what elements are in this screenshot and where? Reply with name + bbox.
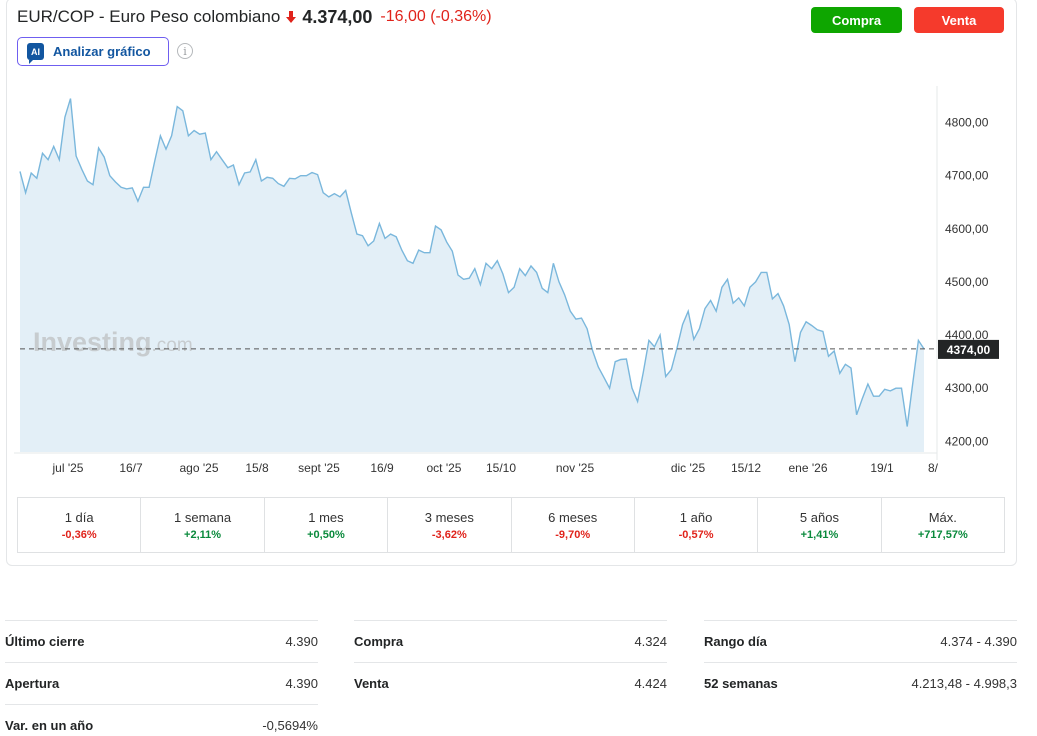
- x-tick-label: sept '25: [298, 461, 340, 475]
- x-tick-label: ago '25: [180, 461, 219, 475]
- stats-col-3: Rango día 4.374 - 4.390 52 semanas 4.213,48…: [704, 620, 1017, 704]
- y-tick-label: 4800,00: [945, 116, 989, 130]
- instrument-header: EUR/COP - Euro Peso colombiano 4.374,00 …: [17, 6, 492, 28]
- period-tab[interactable]: 5 años +1,41%: [758, 498, 882, 552]
- period-tab[interactable]: 1 mes +0,50%: [265, 498, 389, 552]
- period-change: -3,62%: [431, 528, 467, 541]
- stat-label: Compra: [354, 634, 404, 649]
- analyze-chart-label: Analizar gráfico: [53, 44, 151, 59]
- stat-row: Venta 4.424: [354, 662, 667, 704]
- price-chart[interactable]: 4800,00 4700,00 4600,00 4500,00 4400,00 4300,…: [0, 0, 1037, 480]
- y-tick-label: 4300,00: [945, 381, 989, 395]
- period-label: 5 años: [799, 509, 839, 525]
- period-tab[interactable]: 3 meses -3,62%: [388, 498, 512, 552]
- stat-label: Venta: [354, 676, 389, 691]
- watermark-brand: Investing: [33, 327, 152, 357]
- x-tick-label: 8/: [928, 461, 939, 475]
- stat-label: Var. en un año: [5, 718, 94, 733]
- stat-label: Apertura: [5, 676, 60, 691]
- stat-value: 4.390: [285, 634, 318, 649]
- stat-row: Último cierre 4.390: [5, 620, 318, 662]
- stat-row: Rango día 4.374 - 4.390: [704, 620, 1017, 662]
- last-price: 4.374,00: [302, 6, 373, 27]
- period-change: -9,70%: [555, 528, 591, 541]
- info-icon[interactable]: i: [177, 43, 193, 59]
- period-label: 6 meses: [548, 509, 598, 525]
- period-change: +0,50%: [307, 528, 345, 541]
- x-tick-label: 15/12: [731, 461, 761, 475]
- x-tick-label: 19/1: [870, 461, 894, 475]
- stat-label: 52 semanas: [704, 676, 778, 691]
- current-price-badge: [938, 339, 999, 359]
- price-change-pct: (-0,36%): [430, 8, 492, 25]
- period-tab[interactable]: 1 semana +2,11%: [141, 498, 265, 552]
- stat-row: Compra 4.324: [354, 620, 667, 662]
- performance-periods: 1 día -0,36% 1 semana +2,11% 1 mes +0,50% 3 me…: [17, 497, 1005, 553]
- period-label: 3 meses: [424, 509, 474, 525]
- y-tick-label: 4400,00: [945, 328, 989, 342]
- stat-value: 4.213,48 - 4.998,3: [911, 676, 1017, 691]
- period-label: 1 mes: [308, 509, 344, 525]
- stat-row: Apertura 4.390: [5, 662, 318, 704]
- period-label: 1 semana: [174, 509, 232, 525]
- stats-col-1: Último cierre 4.390 Apertura 4.390 Var. en u…: [5, 620, 318, 736]
- stat-row: Var. en un año -0,5694%: [5, 704, 318, 736]
- stat-value: 4.374 - 4.390: [940, 634, 1017, 649]
- x-tick-label: nov '25: [556, 461, 595, 475]
- current-price-label: 4374,00: [947, 343, 991, 357]
- price-change-value: -16,00: [380, 8, 426, 25]
- period-tab[interactable]: 1 año -0,57%: [635, 498, 759, 552]
- period-tab[interactable]: 1 día -0,36%: [18, 498, 142, 552]
- instrument-title: EUR/COP - Euro Peso colombiano: [17, 7, 281, 26]
- period-tab[interactable]: 6 meses -9,70%: [512, 498, 635, 552]
- period-change: +2,11%: [184, 528, 222, 541]
- y-tick-label: 4200,00: [945, 434, 989, 448]
- x-tick-label: jul '25: [52, 461, 84, 475]
- y-tick-label: 4600,00: [945, 222, 989, 236]
- period-change: +717,57%: [917, 528, 968, 541]
- period-tab[interactable]: Máx. +717,57%: [882, 498, 1004, 552]
- period-change: -0,57%: [678, 528, 714, 541]
- price-change: -16,00 (-0,36%): [380, 8, 491, 26]
- period-label: 1 día: [64, 509, 94, 525]
- stat-label: Rango día: [704, 634, 767, 649]
- watermark-suffix: .com: [152, 335, 193, 356]
- arrow-down-icon: [286, 10, 297, 24]
- price-area: [20, 98, 924, 452]
- x-tick-label: 15/10: [486, 461, 516, 475]
- ai-chat-icon: AI: [27, 43, 44, 64]
- stat-value: 4.324: [634, 634, 667, 649]
- stat-label: Último cierre: [5, 634, 85, 649]
- x-tick-label: 15/8: [245, 461, 269, 475]
- price-line: [19, 98, 925, 427]
- stats-col-2: Compra 4.324 Venta 4.424: [354, 620, 667, 704]
- y-tick-label: 4700,00: [945, 169, 989, 183]
- sell-button[interactable]: Venta: [914, 7, 1004, 33]
- x-tick-label: ene '26: [789, 461, 828, 475]
- period-change: -0,36%: [61, 528, 97, 541]
- stat-value: 4.390: [285, 676, 318, 691]
- stat-value: -0,5694%: [262, 718, 318, 733]
- x-tick-label: oct '25: [427, 461, 462, 475]
- stat-value: 4.424: [634, 676, 667, 691]
- buy-button[interactable]: Compra: [811, 7, 902, 33]
- investing-watermark: Investing.com: [33, 327, 193, 357]
- x-tick-label: 16/9: [370, 461, 394, 475]
- x-tick-label: dic '25: [671, 461, 706, 475]
- period-change: +1,41%: [800, 528, 839, 541]
- stat-row: 52 semanas 4.213,48 - 4.998,3: [704, 662, 1017, 704]
- y-tick-label: 4500,00: [945, 275, 989, 289]
- period-label: 1 año: [679, 509, 713, 525]
- period-label: Máx.: [928, 509, 957, 525]
- analyze-chart-button[interactable]: AI Analizar gráfico: [17, 37, 169, 66]
- x-tick-label: 16/7: [119, 461, 143, 475]
